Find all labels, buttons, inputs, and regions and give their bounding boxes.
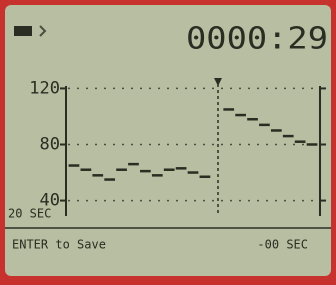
page: 0000:29 20 SEC ENTER to Save -00 SEC 408… [0,0,336,281]
offset-label: -00 SEC [257,238,308,252]
prompt: ENTER to Save [12,238,106,252]
battery-icon [14,26,32,36]
chart: 0000:29 20 SEC ENTER to Save -00 SEC 408… [0,0,336,281]
clock: 0000:29 [186,22,328,57]
y-tick-label: 120 [29,78,60,98]
y-tick-label: 80 [40,134,60,154]
y-tick-label: 40 [40,191,60,211]
